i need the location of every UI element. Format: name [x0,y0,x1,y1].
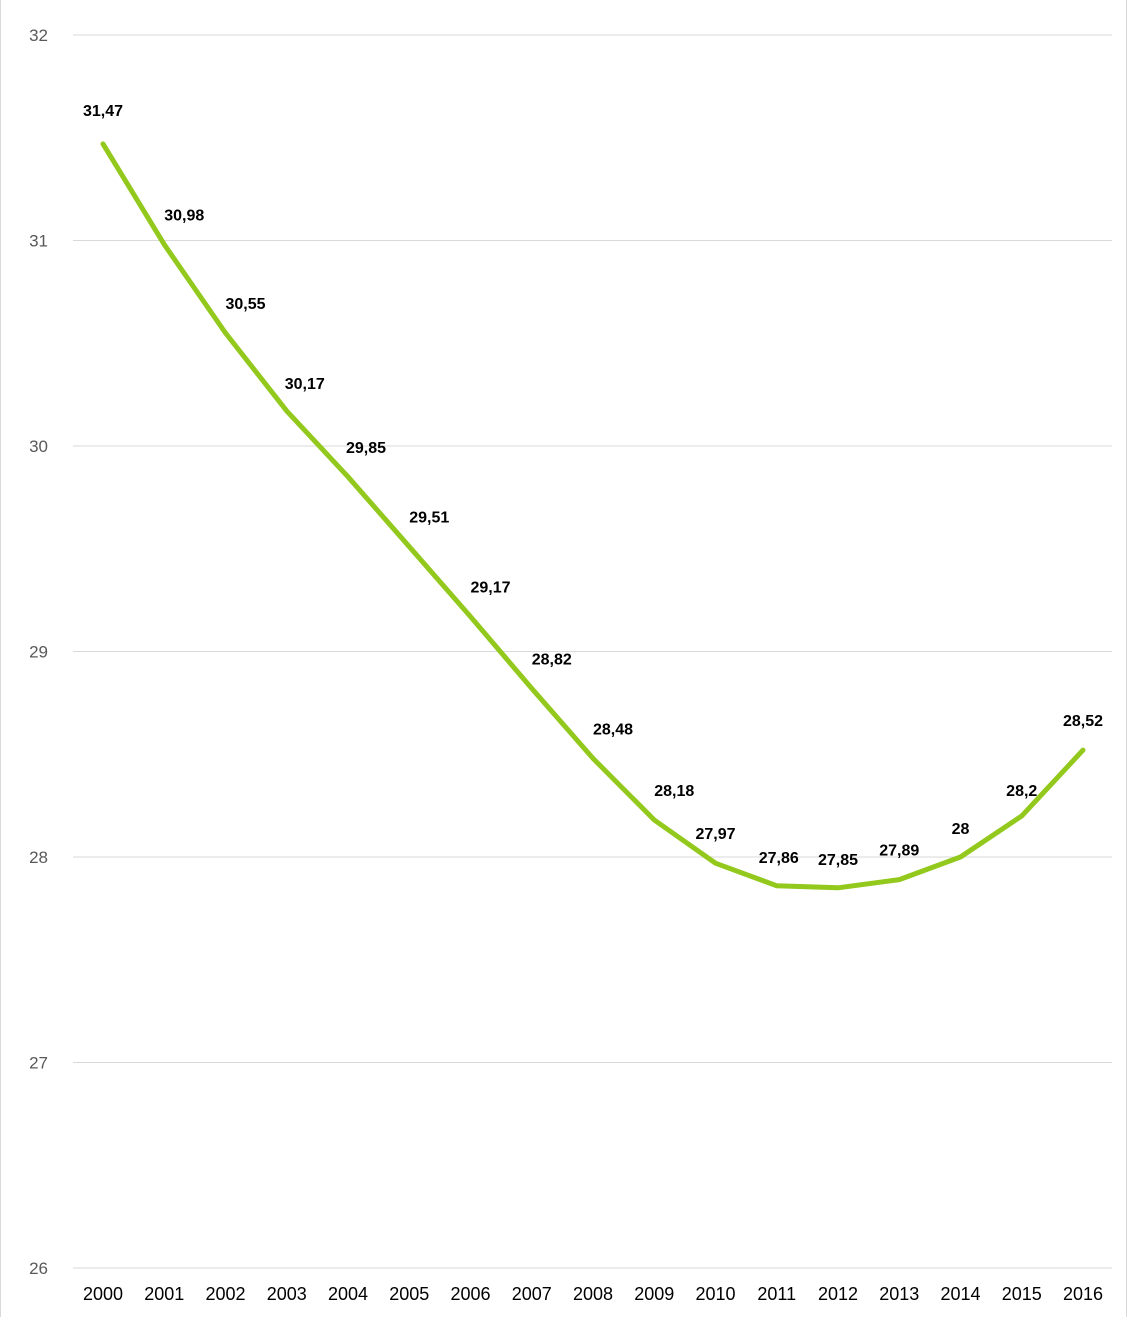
y-tick-label: 29 [29,643,48,662]
x-tick-label: 2010 [695,1284,735,1304]
y-tick-label: 26 [29,1259,48,1278]
x-tick-label: 2005 [389,1284,429,1304]
x-tick-label: 2011 [757,1284,796,1304]
data-label: 27,86 [759,850,799,867]
data-label: 31,47 [83,103,123,120]
x-tick-label: 2013 [879,1284,919,1304]
data-label: 27,97 [695,826,735,843]
data-label: 28 [952,821,970,838]
x-tick-label: 2003 [267,1284,307,1304]
data-label: 28,48 [593,721,633,738]
series-line [100,141,1086,891]
x-axis-ticks: 2000 2001 2002 2003 2004 2005 2006 2007 2008 2009… [83,1284,1103,1304]
y-tick-label: 28 [29,848,48,867]
x-tick-label: 2009 [634,1284,674,1304]
data-label: 30,55 [225,296,265,313]
y-tick-label: 31 [29,232,48,251]
x-tick-label: 2006 [450,1284,490,1304]
data-label: 29,17 [470,580,510,597]
y-axis-ticks: 26 27 28 29 30 31 32 [29,26,48,1278]
x-tick-label: 2016 [1063,1284,1103,1304]
data-label: 29,51 [409,510,449,527]
x-tick-label: 2001 [144,1284,184,1304]
x-tick-label: 2015 [1002,1284,1042,1304]
x-tick-label: 2002 [205,1284,245,1304]
x-tick-label: 2014 [940,1284,980,1304]
data-label: 28,52 [1063,713,1103,730]
data-label: 28,2 [1006,783,1037,800]
x-tick-label: 2000 [83,1284,123,1304]
x-tick-label: 2008 [573,1284,613,1304]
data-label: 28,82 [532,651,572,668]
data-label: 30,98 [164,208,204,225]
data-label: 27,85 [818,852,858,869]
data-label: 28,18 [654,783,694,800]
series-line-group [100,141,1086,891]
x-tick-label: 2004 [328,1284,368,1304]
y-tick-label: 27 [29,1054,48,1073]
x-tick-label: 2007 [512,1284,552,1304]
data-label: 27,89 [879,843,919,860]
data-labels: 31,47 30,98 30,55 30,17 29,85 29,51 29,17 28,82… [83,103,1103,869]
data-label: 30,17 [285,376,325,393]
y-tick-label: 32 [29,26,48,45]
gridlines [73,34,1112,1269]
y-tick-label: 30 [29,437,48,456]
data-label: 29,85 [346,440,386,457]
x-tick-label: 2012 [818,1284,858,1304]
